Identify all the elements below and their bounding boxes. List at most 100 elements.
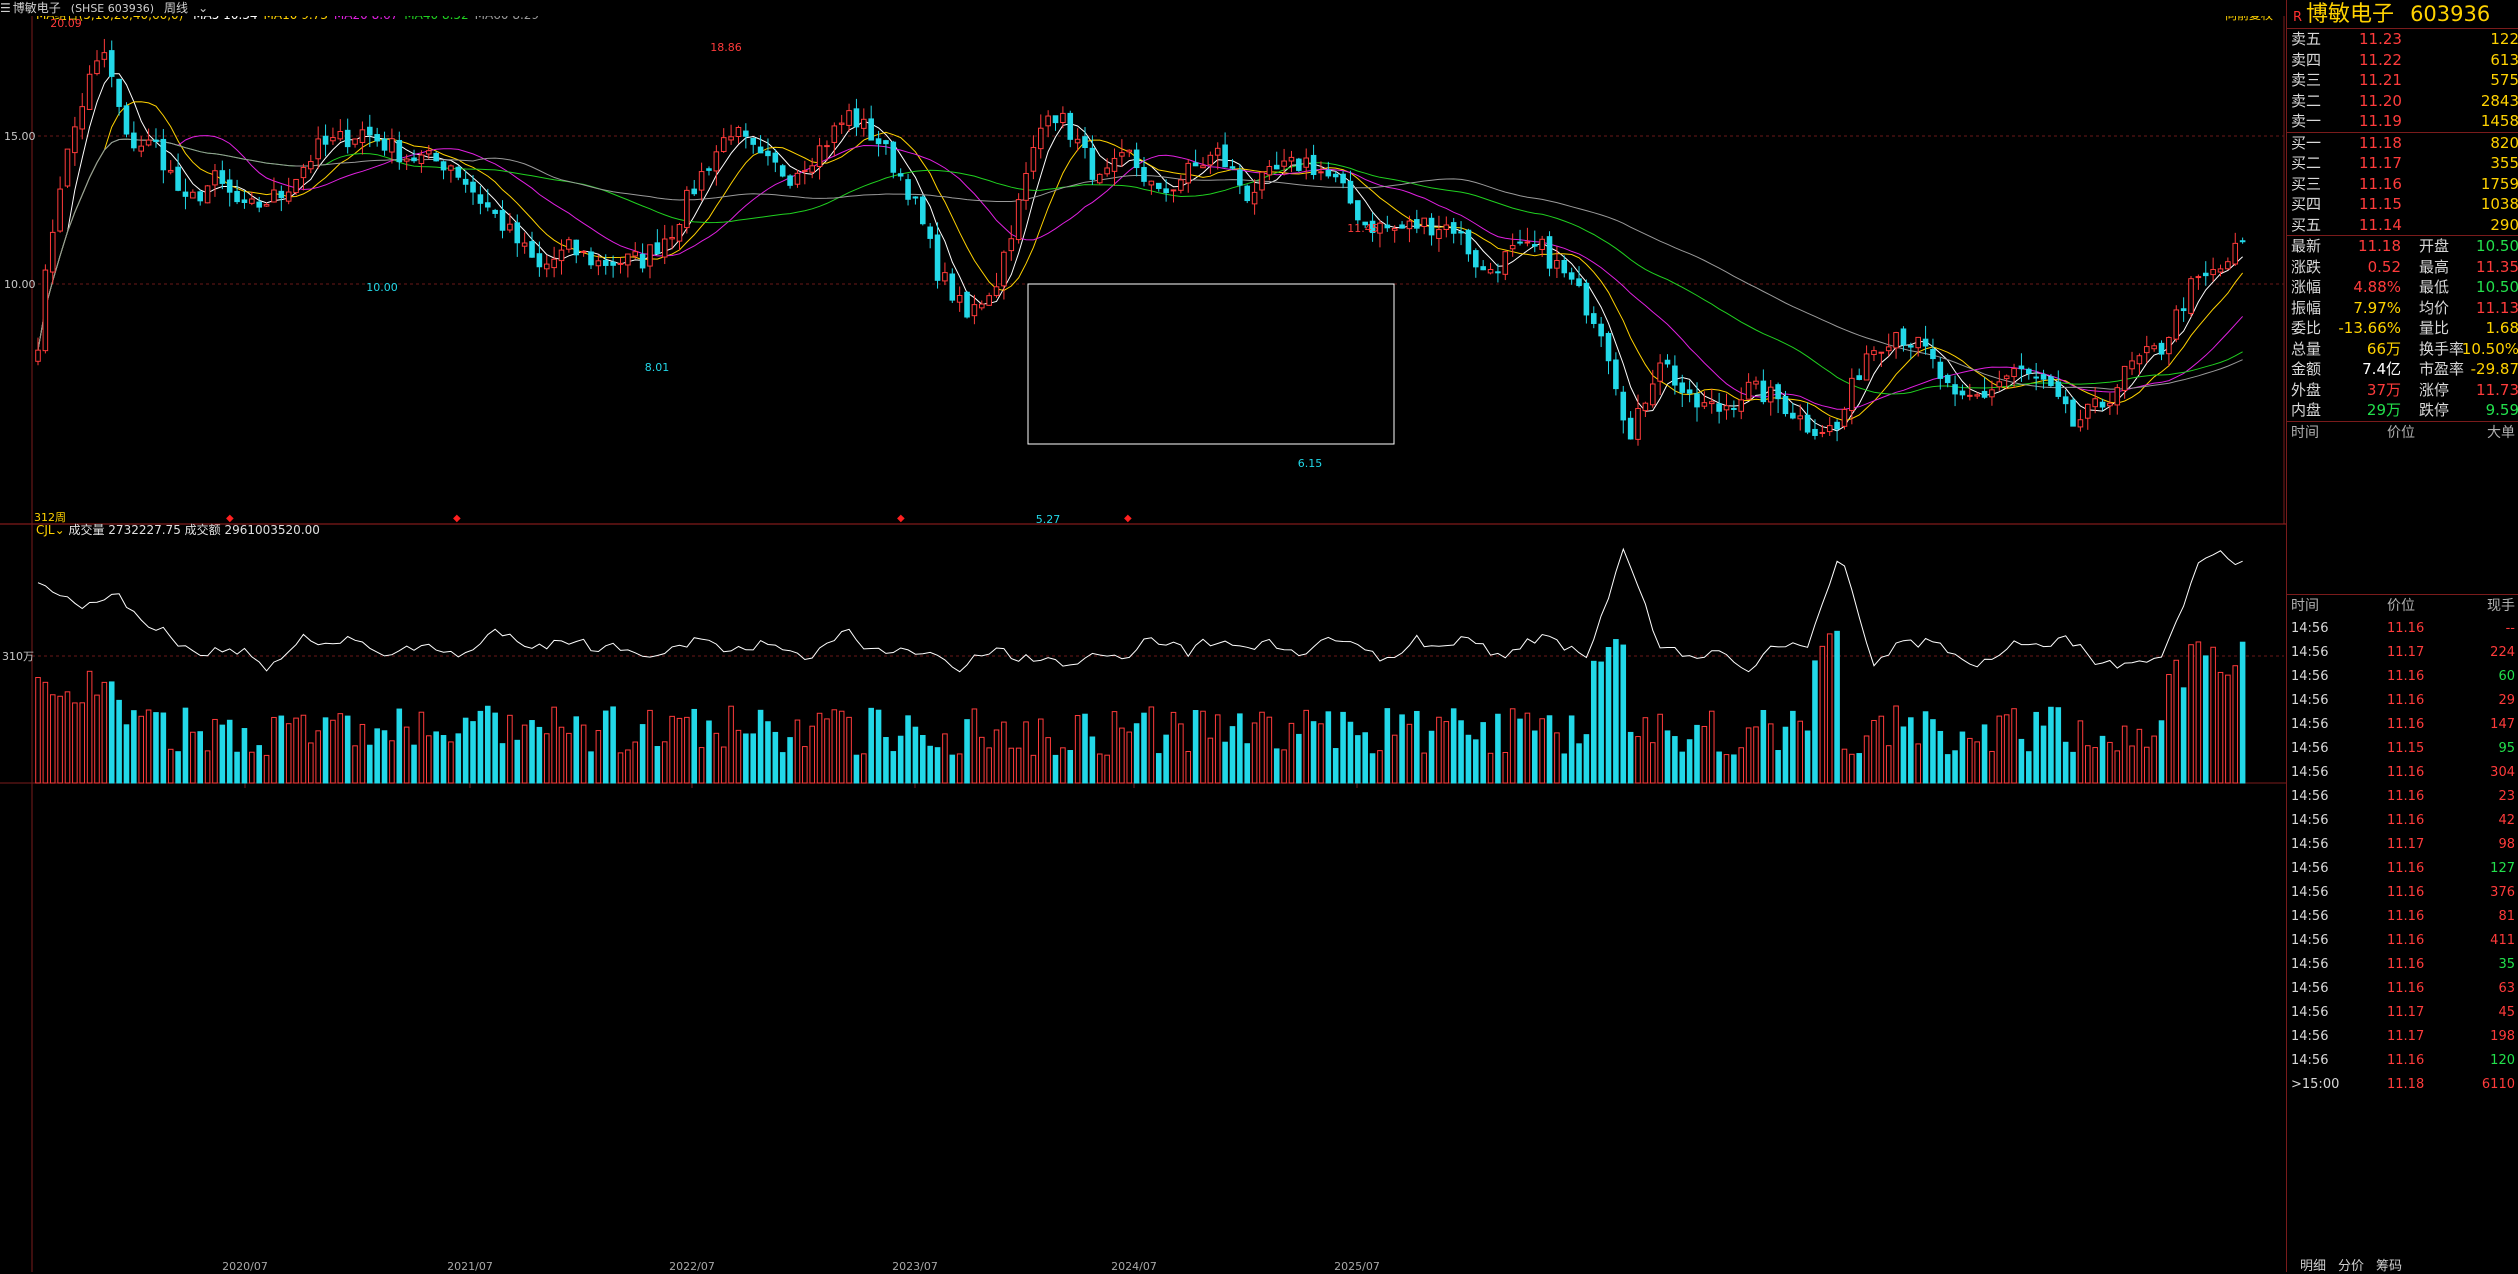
volume-bar: [1362, 732, 1368, 784]
volume-bar: [138, 715, 145, 784]
volume-bar: [1495, 713, 1501, 784]
bigorder-header: 时间 价位 大单: [2291, 424, 2515, 441]
event-marker[interactable]: ◆: [226, 513, 234, 524]
volume-bar: [499, 743, 506, 784]
candle: [1937, 361, 1944, 379]
volume-bar: [2011, 708, 2017, 784]
candle: [1414, 219, 1420, 229]
tick-time: 14:56: [2291, 836, 2329, 852]
stat-label: 内盘: [2291, 401, 2322, 419]
volume-bar: [241, 728, 248, 784]
candle: [2033, 376, 2039, 379]
tick-time: 14:56: [2291, 620, 2329, 636]
stat-label: 涨跌: [2291, 257, 2322, 276]
kline-chart[interactable]: 15.00 10.00 310万 2020/07 2021/07 2022/07 2023…: [0, 0, 2286, 1272]
candle: [1126, 149, 1133, 153]
volume-bar: [1598, 661, 1604, 784]
volume-bar: [912, 726, 919, 784]
candle: [890, 141, 897, 173]
ask-row[interactable]: 卖四 11.22 613: [2287, 50, 2518, 71]
tab-2[interactable]: 筹码: [2376, 1259, 2403, 1274]
candle: [1229, 166, 1236, 169]
tick-time: 14:56: [2291, 812, 2329, 828]
volume-bar: [337, 713, 344, 784]
tick-row: 14:56 11.16 127: [2287, 857, 2518, 881]
candle: [942, 272, 948, 282]
ask-row[interactable]: 卖三 11.21 575: [2287, 70, 2518, 91]
ask-price: 11.21: [2359, 71, 2402, 89]
bid-row[interactable]: 买一 11.18 820: [2287, 133, 2518, 154]
volume-bar: [875, 709, 882, 784]
tick-price: 11.18: [2387, 1076, 2425, 1092]
bid-volume: 290: [2490, 215, 2518, 234]
price-axis-label: 15.00: [4, 130, 36, 143]
candle: [1708, 401, 1715, 405]
volume-bar: [1775, 750, 1781, 784]
tick-volume: 224: [2490, 644, 2515, 660]
event-marker[interactable]: ◆: [1124, 513, 1132, 524]
candle: [42, 269, 49, 352]
candle: [492, 209, 498, 214]
volume-bar: [1244, 743, 1251, 784]
stat-value: 11.18: [2358, 237, 2401, 255]
tick-volume: 147: [2490, 716, 2515, 732]
volume-bar: [462, 717, 469, 784]
bid-row[interactable]: 买四 11.15 1038: [2287, 194, 2518, 215]
volume-legend[interactable]: CJL⌄ 成交量 2732227.75 成交额 2961003520.00: [36, 522, 320, 537]
candle: [735, 126, 742, 137]
volume-bar: [639, 724, 646, 784]
period-selector[interactable]: 周线 ⌄: [164, 1, 209, 15]
volume-bar: [654, 746, 661, 784]
tick-price: 11.16: [2387, 860, 2425, 876]
time-axis-label: 2024/07: [1111, 1260, 1157, 1272]
tick-row: 14:56 11.16 63: [2287, 977, 2518, 1001]
price-annotation: 6.15: [1298, 457, 1323, 470]
candle: [308, 161, 314, 170]
bid-price: 11.16: [2359, 174, 2402, 193]
ask-row[interactable]: 卖二 11.20 2843: [2287, 91, 2518, 112]
range-box[interactable]: [1027, 283, 1395, 445]
candle: [1546, 236, 1553, 269]
price-axis-label: 10.00: [4, 278, 36, 291]
candle: [765, 150, 771, 157]
volume-bar: [367, 744, 373, 784]
candle: [632, 251, 639, 257]
bid-row[interactable]: 买三 11.16 1759: [2287, 174, 2518, 195]
volume-bar: [131, 710, 137, 784]
tick-volume: 198: [2490, 1028, 2515, 1044]
volume-bar: [1745, 727, 1752, 784]
bid-row[interactable]: 买五 11.14 290: [2287, 215, 2518, 236]
volume-bars: [35, 547, 2246, 784]
candle: [2107, 402, 2113, 407]
candle: [1192, 162, 1199, 167]
candle: [1096, 173, 1103, 184]
volume-bar: [315, 730, 321, 784]
ask-row[interactable]: 卖一 11.19 1458: [2287, 111, 2518, 132]
volume-bar: [418, 711, 425, 784]
tick-volume: 6110: [2481, 1076, 2515, 1092]
ask-row[interactable]: 卖五 11.23 122: [2287, 29, 2518, 50]
candle: [1893, 332, 1899, 349]
volume-bar: [521, 724, 528, 784]
volume-bar: [1937, 730, 1944, 784]
bid-row[interactable]: 买二 11.17 355: [2287, 153, 2518, 174]
tab-0[interactable]: 明细: [2300, 1259, 2327, 1274]
volume-bar: [212, 718, 218, 784]
tab-1[interactable]: 分价: [2338, 1259, 2365, 1274]
stat-value: 10.50%: [2461, 339, 2518, 358]
volume-bar: [1753, 726, 1759, 784]
candle: [787, 175, 793, 186]
volume-bar: [403, 726, 410, 784]
volume-bar: [1797, 720, 1804, 784]
volume-bar: [1325, 711, 1332, 784]
event-marker[interactable]: ◆: [453, 513, 461, 524]
menu-icon[interactable]: ☰: [0, 1, 11, 15]
volume-bar: [1045, 737, 1051, 784]
volume-bar: [2085, 745, 2091, 784]
tick-price: 11.16: [2387, 884, 2425, 900]
candle: [2210, 268, 2216, 276]
volume-bar: [1532, 730, 1538, 784]
stat-value: 7.4亿: [2362, 360, 2401, 378]
event-marker[interactable]: ◆: [897, 513, 905, 524]
candle: [330, 137, 336, 142]
